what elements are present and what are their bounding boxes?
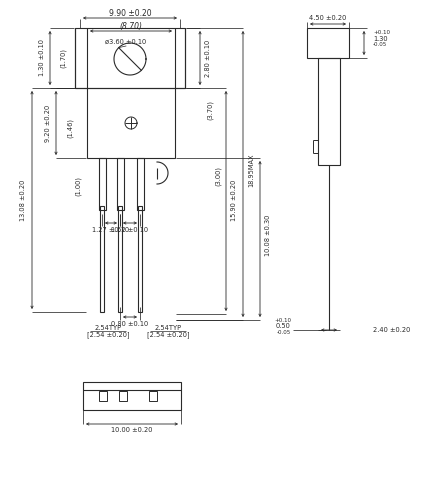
Text: 9.20 ±0.20: 9.20 ±0.20 [45,105,51,142]
Text: 0.80 ±0.10: 0.80 ±0.10 [111,321,148,327]
Text: 1.27 ±0.10: 1.27 ±0.10 [93,227,129,233]
Text: 1.30 ±0.10: 1.30 ±0.10 [39,40,45,76]
Text: 2.80 ±0.10: 2.80 ±0.10 [205,39,211,76]
Bar [307,28,349,58]
Text: -0.05: -0.05 [373,43,387,47]
Text: (8.70): (8.70) [120,21,143,30]
Text: [2.54 ±0.20]: [2.54 ±0.20] [147,332,190,338]
Bar [137,158,143,210]
Text: +0.10: +0.10 [274,318,291,322]
Text: ø3.60 ±0.10: ø3.60 ±0.10 [105,39,147,45]
Text: 10.00 ±0.20: 10.00 ±0.20 [111,427,153,433]
Text: (1.46): (1.46) [67,118,73,138]
Text: (1.00): (1.00) [75,176,81,196]
Text: 2.54TYP: 2.54TYP [154,325,181,331]
Bar [149,391,157,401]
Text: 2.54TYP: 2.54TYP [94,325,121,331]
Text: 18.95MAX: 18.95MAX [248,153,254,187]
Text: (3.70): (3.70) [207,100,213,120]
Text: (1.70): (1.70) [60,48,66,68]
Bar [83,382,181,410]
Bar [75,28,185,88]
Text: 2.40 ±0.20: 2.40 ±0.20 [373,327,410,333]
Text: 13.08 ±0.20: 13.08 ±0.20 [20,179,26,221]
Text: -0.05: -0.05 [277,330,291,334]
Bar [100,206,104,312]
Text: 1.52 ±0.10: 1.52 ±0.10 [111,227,148,233]
Text: 0.50: 0.50 [276,323,291,329]
Text: +0.10: +0.10 [373,30,390,35]
Bar [119,391,127,401]
Text: 10.08 ±0.30: 10.08 ±0.30 [265,214,271,256]
Text: 9.90 ±0.20: 9.90 ±0.20 [109,9,151,17]
Text: (3.00): (3.00) [215,166,221,186]
Text: 1.30: 1.30 [373,36,387,42]
Text: 15.90 ±0.20: 15.90 ±0.20 [231,179,237,221]
Bar [118,206,122,312]
Bar [87,88,175,158]
Bar [99,391,107,401]
Bar [318,58,340,165]
Bar [116,158,124,210]
Text: [2.54 ±0.20]: [2.54 ±0.20] [87,332,129,338]
Bar [138,206,142,312]
Text: 4.50 ±0.20: 4.50 ±0.20 [309,15,347,21]
Bar [99,158,105,210]
